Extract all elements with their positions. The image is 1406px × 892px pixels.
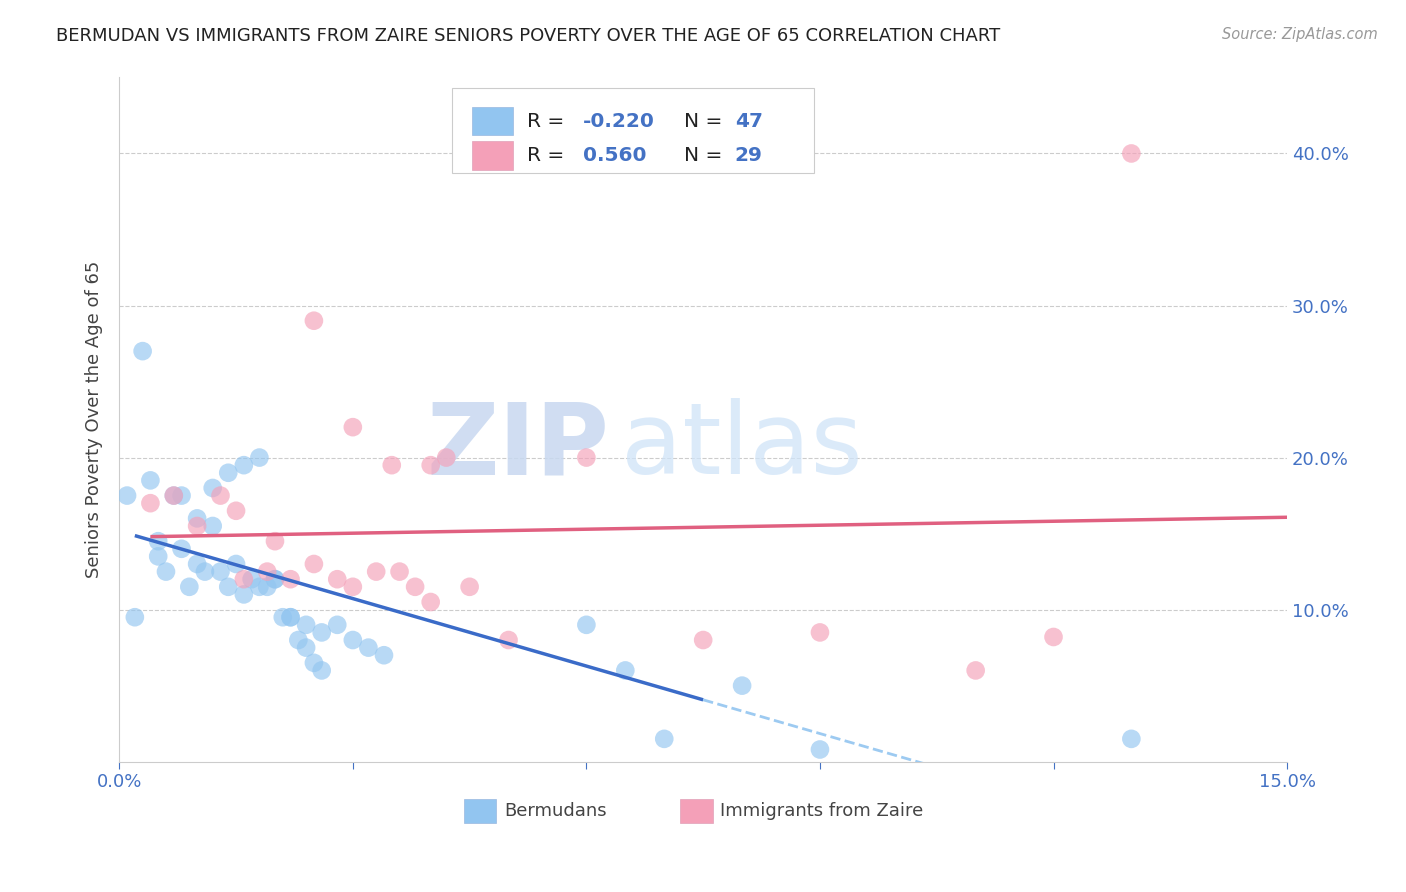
Point (225, 504, 247, 518)
Text: Source: ZipAtlas.com: Source: ZipAtlas.com (1222, 27, 1378, 42)
Point (232, 458, 254, 472)
Point (381, 458, 404, 472)
Text: R =: R = (527, 112, 571, 130)
Point (808, 742, 831, 756)
Point (201, 481, 224, 495)
Point (731, 679, 754, 693)
Point (458, 580, 481, 594)
Point (965, 664, 987, 678)
Text: N =: N = (685, 146, 730, 165)
Point (264, 572, 287, 586)
Point (232, 572, 254, 586)
Point (256, 580, 278, 594)
Point (498, 633, 520, 648)
Point (264, 534, 287, 549)
Point (240, 572, 263, 586)
Point (115, 489, 138, 503)
Point (256, 565, 278, 579)
Point (366, 565, 388, 579)
Point (249, 580, 271, 594)
Point (302, 557, 325, 571)
Point (311, 664, 333, 678)
Point (280, 572, 302, 586)
Point (139, 496, 162, 510)
Point (217, 580, 239, 594)
Text: Immigrants from Zaire: Immigrants from Zaire (720, 802, 922, 820)
Text: 29: 29 (735, 146, 762, 165)
Point (434, 450, 457, 465)
Point (170, 489, 193, 503)
Point (373, 648, 395, 663)
FancyBboxPatch shape (453, 87, 814, 173)
Point (271, 610, 294, 624)
Text: Bermudans: Bermudans (505, 802, 607, 820)
Point (419, 458, 441, 472)
Text: atlas: atlas (621, 399, 863, 495)
Text: ZIP: ZIP (427, 399, 610, 495)
Point (342, 633, 364, 648)
Point (342, 420, 364, 434)
Point (186, 519, 208, 533)
Point (186, 557, 208, 571)
Point (280, 610, 302, 624)
Text: BERMUDAN VS IMMIGRANTS FROM ZAIRE SENIORS POVERTY OVER THE AGE OF 65 CORRELATION: BERMUDAN VS IMMIGRANTS FROM ZAIRE SENIOR… (56, 27, 1001, 45)
Bar (464, 798, 496, 823)
Point (326, 617, 349, 632)
Point (342, 580, 364, 594)
Bar (681, 798, 713, 823)
Point (287, 633, 309, 648)
Point (295, 640, 318, 655)
Bar (472, 107, 513, 136)
Point (163, 489, 186, 503)
Point (209, 565, 232, 579)
Bar (472, 141, 513, 170)
Point (186, 511, 208, 525)
Point (155, 565, 177, 579)
Text: R =: R = (527, 146, 571, 165)
Text: 0.560: 0.560 (583, 146, 647, 165)
Point (404, 580, 426, 594)
Point (575, 450, 598, 465)
Point (217, 466, 239, 480)
Point (201, 519, 224, 533)
Point (575, 617, 598, 632)
Y-axis label: Seniors Poverty Over the Age of 65: Seniors Poverty Over the Age of 65 (86, 260, 103, 578)
Point (357, 640, 380, 655)
Point (264, 572, 287, 586)
Point (232, 587, 254, 601)
Point (295, 617, 318, 632)
Point (614, 664, 637, 678)
Point (1121, 731, 1143, 746)
Point (808, 625, 831, 640)
Point (163, 489, 186, 503)
Point (388, 565, 411, 579)
Point (209, 489, 232, 503)
Point (194, 565, 217, 579)
Point (1042, 630, 1064, 644)
Point (302, 314, 325, 328)
Point (170, 541, 193, 556)
Point (652, 731, 675, 746)
Point (124, 610, 146, 624)
Point (225, 557, 247, 571)
Text: -0.220: -0.220 (583, 112, 655, 130)
Point (419, 595, 441, 609)
Point (131, 344, 153, 359)
Point (249, 450, 271, 465)
Text: 47: 47 (735, 112, 762, 130)
Point (692, 633, 714, 648)
Point (139, 474, 162, 488)
Point (179, 580, 201, 594)
Point (280, 610, 302, 624)
Text: N =: N = (685, 112, 730, 130)
Point (311, 625, 333, 640)
Point (148, 549, 170, 564)
Point (302, 656, 325, 670)
Point (1121, 146, 1143, 161)
Point (148, 534, 170, 549)
Point (326, 572, 349, 586)
